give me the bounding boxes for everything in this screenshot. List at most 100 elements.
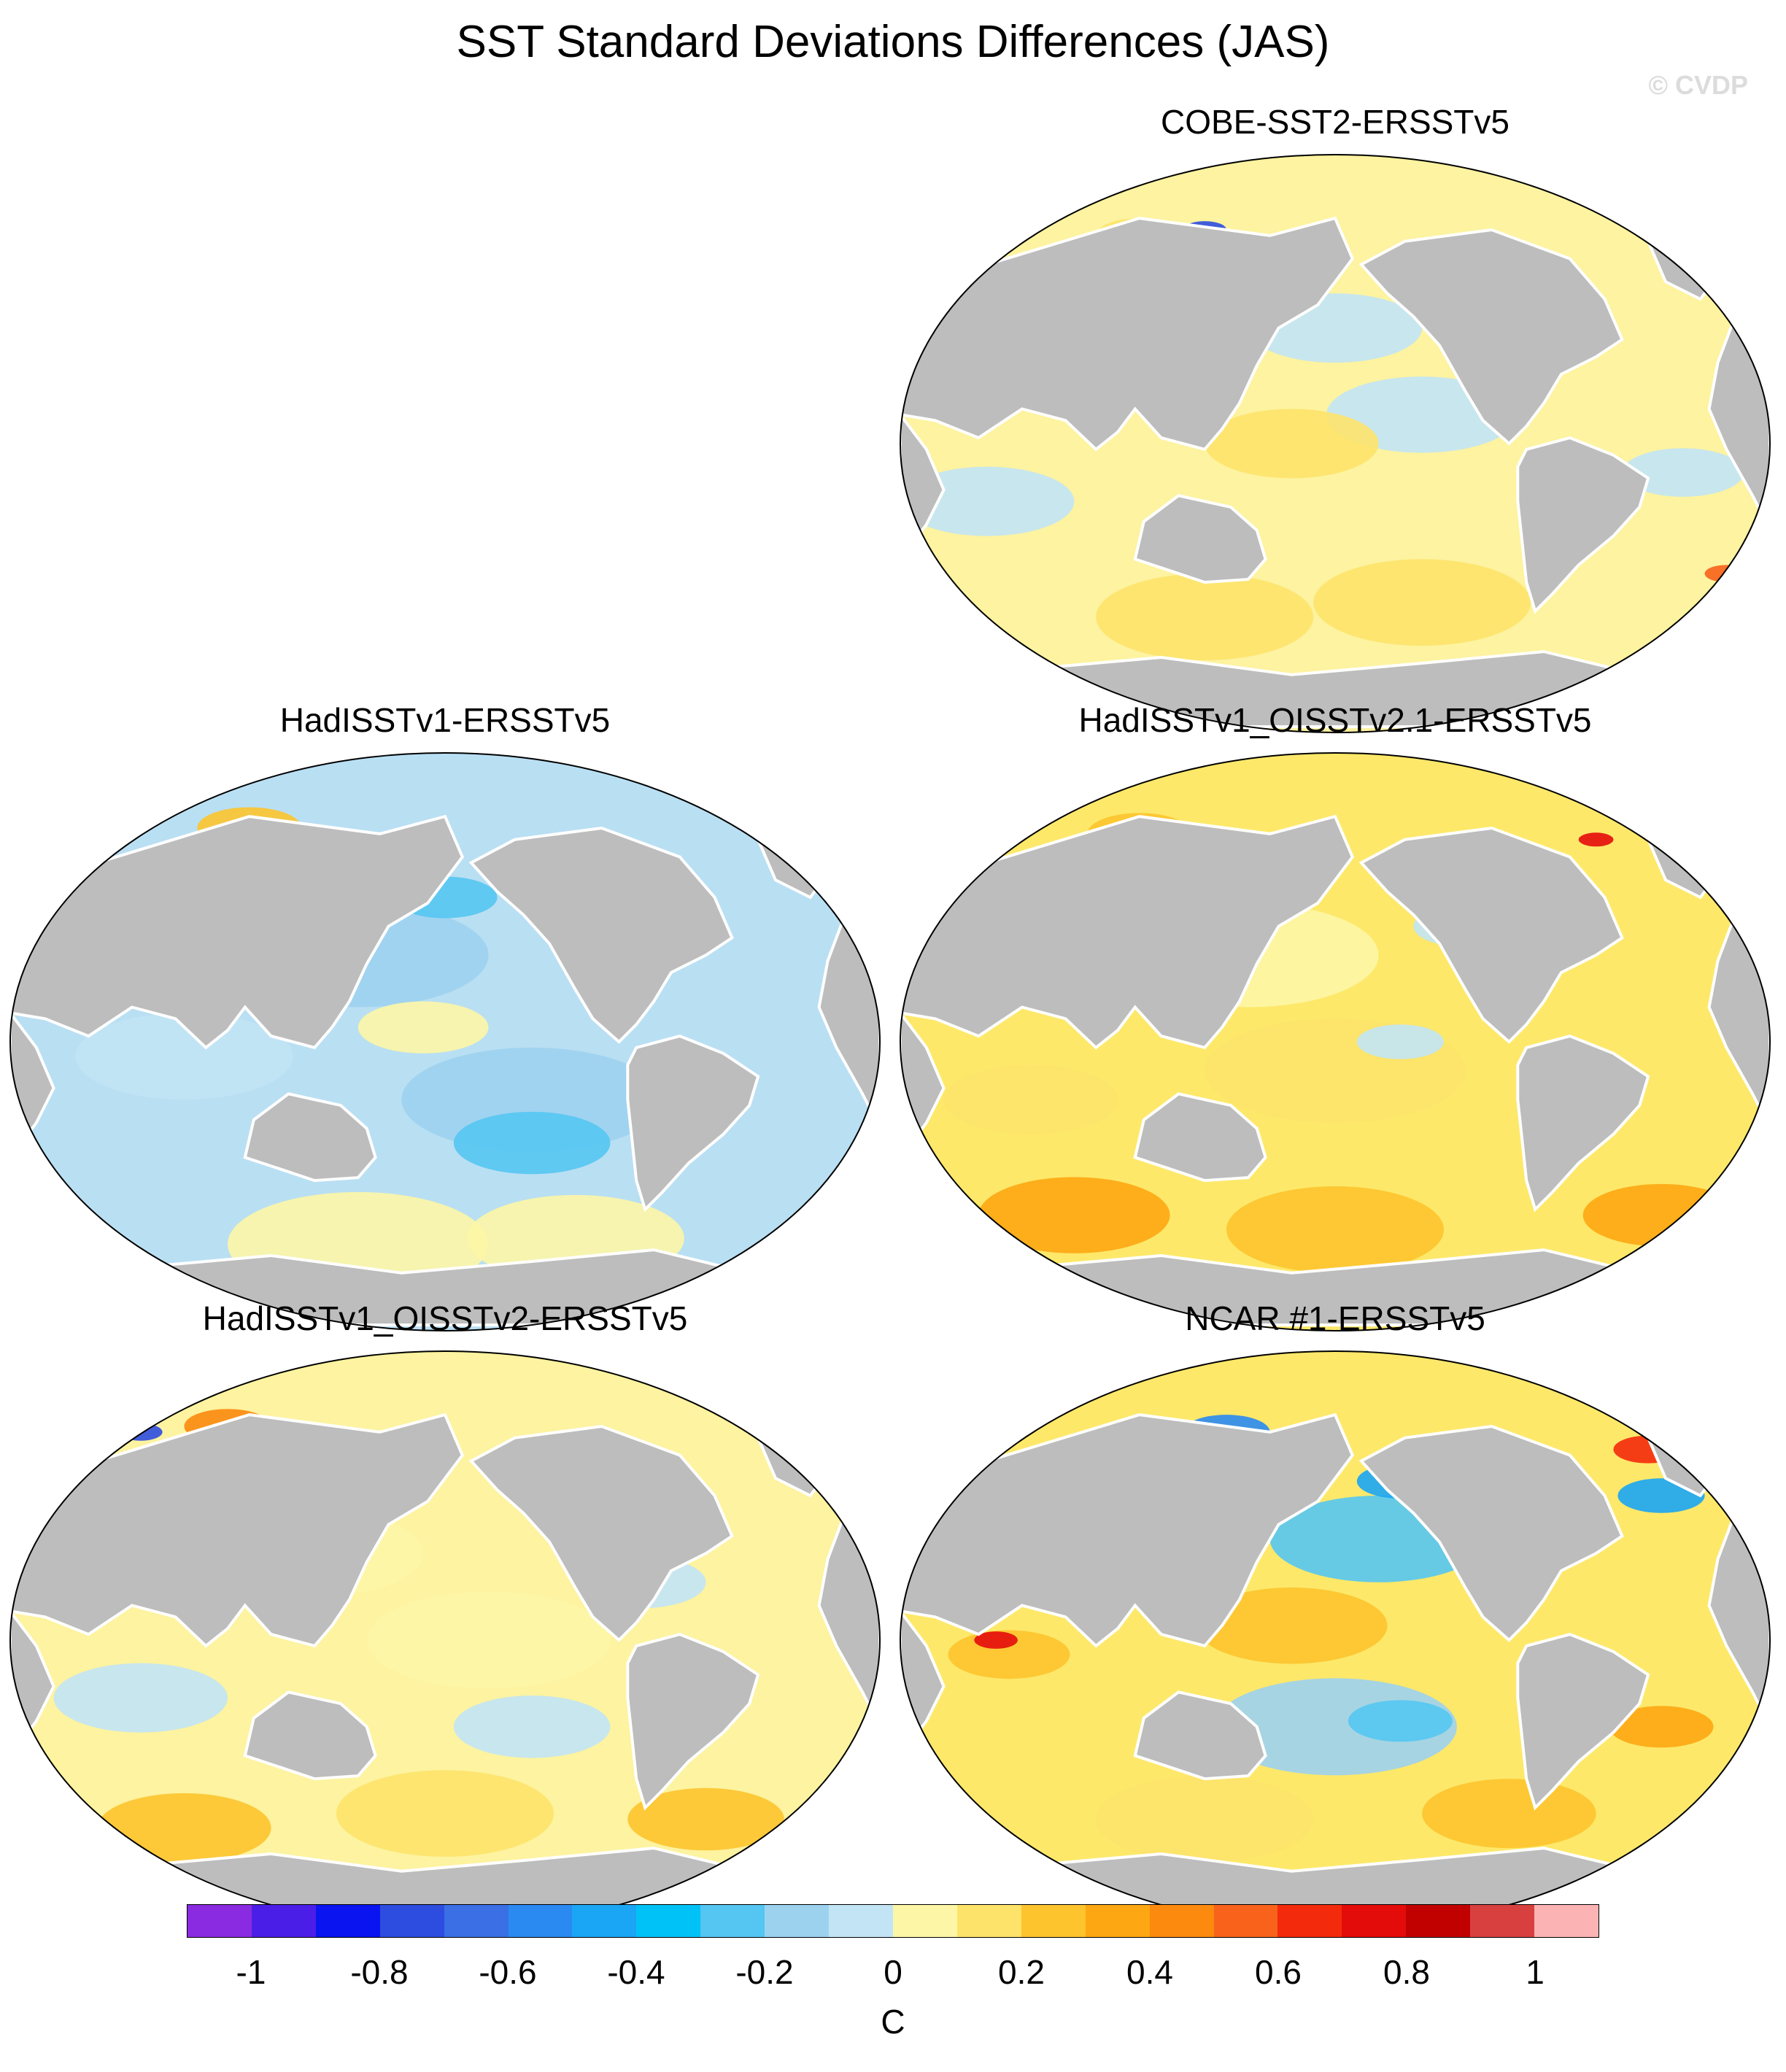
- land-asia: [900, 1412, 1355, 1648]
- colorbar-segment: [956, 1905, 1021, 1937]
- anomaly-region: [939, 1216, 992, 1237]
- colorbar-segment: [636, 1905, 701, 1937]
- map-panel-ncar: NCAR #1-ERSSTv5: [897, 1299, 1773, 1930]
- colorbar-segment: [1406, 1905, 1471, 1937]
- land-namerica: [1358, 228, 1624, 446]
- panel-title: HadISSTv1_OISSTv2.1-ERSSTv5: [1078, 701, 1592, 739]
- colorbar-segment: [1085, 1905, 1150, 1937]
- anomaly-region: [31, 1810, 76, 1828]
- map-panel-cobe: COBE-SST2-ERSSTv5: [897, 102, 1773, 733]
- land-asia: [900, 216, 1355, 452]
- map-outline: [900, 154, 1771, 733]
- colorbar-tick-label: -1: [236, 1953, 266, 1991]
- anomaly-region: [357, 1001, 489, 1054]
- map-outline: [900, 752, 1771, 1331]
- colorbar-tick-label: 0.6: [1255, 1953, 1302, 1991]
- anomaly-region: [453, 1696, 611, 1758]
- world-map: [900, 752, 1771, 1331]
- land-australia: [1133, 1092, 1267, 1183]
- colorbar-segment: [1277, 1905, 1342, 1937]
- land-namerica: [1358, 1424, 1624, 1642]
- map-panel-hadisst-oisst21: HadISSTv1_OISSTv2.1-ERSSTv5: [897, 700, 1773, 1331]
- map-outline: [9, 752, 881, 1331]
- anomaly-region: [75, 830, 119, 848]
- world-map: [900, 154, 1771, 733]
- land-samerica: [626, 1034, 760, 1213]
- anomaly-region: [1582, 1183, 1740, 1247]
- panel-title: COBE-SST2-ERSSTv5: [1161, 103, 1509, 141]
- anomaly-region: [336, 1770, 554, 1857]
- anomaly-region: [974, 1631, 1018, 1649]
- anomaly-region: [1622, 448, 1744, 497]
- colorbar-segment: [508, 1905, 573, 1937]
- colorbar-segment: [892, 1905, 957, 1937]
- anomaly-region: [453, 1111, 611, 1175]
- anomaly-region: [75, 1013, 293, 1100]
- land-australia: [243, 1690, 377, 1781]
- world-map: [9, 752, 881, 1331]
- land-asia: [900, 814, 1355, 1050]
- land-samerica: [1516, 1034, 1650, 1213]
- anomaly-region: [943, 1064, 1118, 1134]
- land-antarctica: [1024, 1248, 1644, 1327]
- land-namerica: [468, 1424, 734, 1642]
- colorbar-segment: [1213, 1905, 1278, 1937]
- colorbar-unit-label: C: [881, 2003, 905, 2041]
- land-samerica: [1516, 436, 1650, 614]
- anomaly-region: [1704, 565, 1749, 583]
- colorbar-tick-label: 1: [1526, 1953, 1545, 1991]
- colorbar-segment: [1470, 1905, 1535, 1937]
- land-australia: [1133, 1690, 1267, 1781]
- colorbar-segment: [444, 1905, 509, 1937]
- colorbar-segment: [829, 1905, 893, 1937]
- anomaly-region: [1226, 1186, 1444, 1273]
- anomaly-region: [1682, 1218, 1727, 1236]
- anomaly-region: [1096, 1776, 1314, 1863]
- colorbar-segment: [1342, 1905, 1407, 1937]
- land-antarctica: [1024, 650, 1644, 729]
- anomaly-region: [401, 1047, 662, 1152]
- world-map: [900, 1350, 1771, 1930]
- colorbar-tick-label: 0.2: [998, 1953, 1045, 1991]
- anomaly-region: [53, 1663, 228, 1733]
- page-title: SST Standard Deviations Differences (JAS…: [456, 17, 1330, 67]
- anomaly-region: [1578, 832, 1614, 847]
- colorbar: [187, 1904, 1599, 1938]
- land-australia: [1133, 494, 1267, 584]
- land-asia: [10, 1412, 465, 1648]
- colorbar-tick-label: -0.4: [607, 1953, 665, 1991]
- land-samerica: [1516, 1632, 1650, 1811]
- colorbar-segment: [315, 1905, 380, 1937]
- colorbar-segment: [251, 1905, 316, 1937]
- colorbar-tick-label: 0: [884, 1953, 902, 1991]
- colorbar-tick-label: -0.2: [735, 1953, 794, 1991]
- colorbar-segment: [379, 1905, 444, 1937]
- land-namerica: [468, 826, 734, 1044]
- anomaly-region: [978, 1177, 1170, 1253]
- anomaly-region: [1196, 1587, 1388, 1664]
- map-panel-hadisst: HadISSTv1-ERSSTv5: [7, 700, 883, 1331]
- anomaly-region: [900, 466, 1075, 536]
- land-australia: [243, 1092, 377, 1183]
- land-asia: [10, 814, 465, 1050]
- panel-title: HadISSTv1_OISSTv2-ERSSTv5: [202, 1299, 688, 1337]
- land-antarctica: [134, 1248, 754, 1327]
- colorbar-segment: [188, 1905, 252, 1937]
- anomaly-region: [1313, 559, 1531, 646]
- anomaly-region: [1422, 1779, 1596, 1849]
- colorbar-tick-label: -0.8: [350, 1953, 409, 1991]
- anomaly-region: [97, 1793, 271, 1863]
- anomaly-region: [1096, 573, 1314, 660]
- colorbar-segment: [700, 1905, 765, 1937]
- anomaly-region: [1609, 1706, 1714, 1748]
- land-samerica: [626, 1632, 760, 1811]
- panel-title: NCAR #1-ERSSTv5: [1185, 1299, 1485, 1337]
- map-panel-hadisst-oisst2: HadISSTv1_OISSTv2-ERSSTv5: [7, 1299, 883, 1930]
- anomaly-region: [1205, 409, 1379, 479]
- colorbar-segment: [1149, 1905, 1214, 1937]
- colorbar-tick-label: 0.8: [1383, 1953, 1430, 1991]
- colorbar-segment: [572, 1905, 637, 1937]
- world-map: [9, 1350, 881, 1930]
- anomaly-region: [119, 1423, 163, 1441]
- anomaly-region: [627, 1787, 784, 1851]
